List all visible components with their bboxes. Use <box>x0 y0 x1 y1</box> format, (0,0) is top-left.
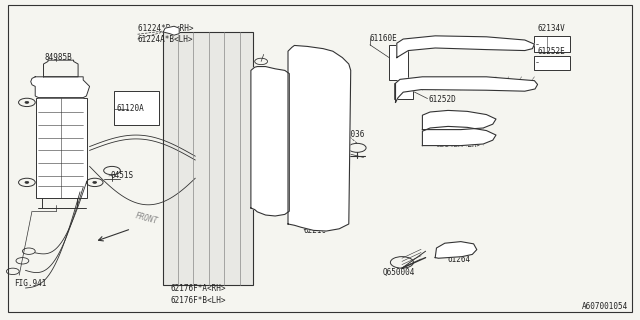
Bar <box>389 45 408 80</box>
Text: 61264: 61264 <box>448 255 471 264</box>
Polygon shape <box>422 110 496 130</box>
Text: 0451S: 0451S <box>110 172 133 180</box>
Polygon shape <box>251 67 289 216</box>
Bar <box>163 32 253 285</box>
Polygon shape <box>422 126 496 146</box>
Bar <box>36 98 87 198</box>
Polygon shape <box>31 77 90 98</box>
Text: Q650004: Q650004 <box>383 268 415 277</box>
Text: 61224A*B<LH>: 61224A*B<LH> <box>138 36 193 44</box>
Text: 62176F*B<LH>: 62176F*B<LH> <box>171 296 226 305</box>
Polygon shape <box>397 36 534 58</box>
Circle shape <box>25 101 29 103</box>
Text: 61252D: 61252D <box>429 95 456 104</box>
Text: A607001054: A607001054 <box>582 302 628 311</box>
Text: 61120A: 61120A <box>116 104 144 113</box>
Text: Q210036: Q210036 <box>333 130 365 139</box>
Text: 62142 <RH>: 62142 <RH> <box>435 130 481 139</box>
Text: 62142A<LH>: 62142A<LH> <box>435 140 481 149</box>
Text: 62176F*A<RH>: 62176F*A<RH> <box>171 284 226 293</box>
Text: 61160E: 61160E <box>370 34 397 43</box>
Text: 62216: 62216 <box>304 226 327 235</box>
Circle shape <box>25 181 29 183</box>
Bar <box>114 91 159 125</box>
Text: 62134V: 62134V <box>538 24 565 33</box>
Text: FIG.941: FIG.941 <box>14 279 47 288</box>
Polygon shape <box>396 77 538 102</box>
Text: 61224*B <RH>: 61224*B <RH> <box>138 24 193 33</box>
Polygon shape <box>435 242 477 258</box>
Circle shape <box>93 181 97 183</box>
Bar <box>534 36 570 52</box>
Text: FRONT: FRONT <box>134 211 159 226</box>
Polygon shape <box>163 26 179 35</box>
Bar <box>394 83 413 99</box>
Text: 61252E: 61252E <box>538 47 565 56</box>
Polygon shape <box>288 45 351 231</box>
Text: 84985B: 84985B <box>45 53 72 62</box>
Bar <box>534 56 570 70</box>
